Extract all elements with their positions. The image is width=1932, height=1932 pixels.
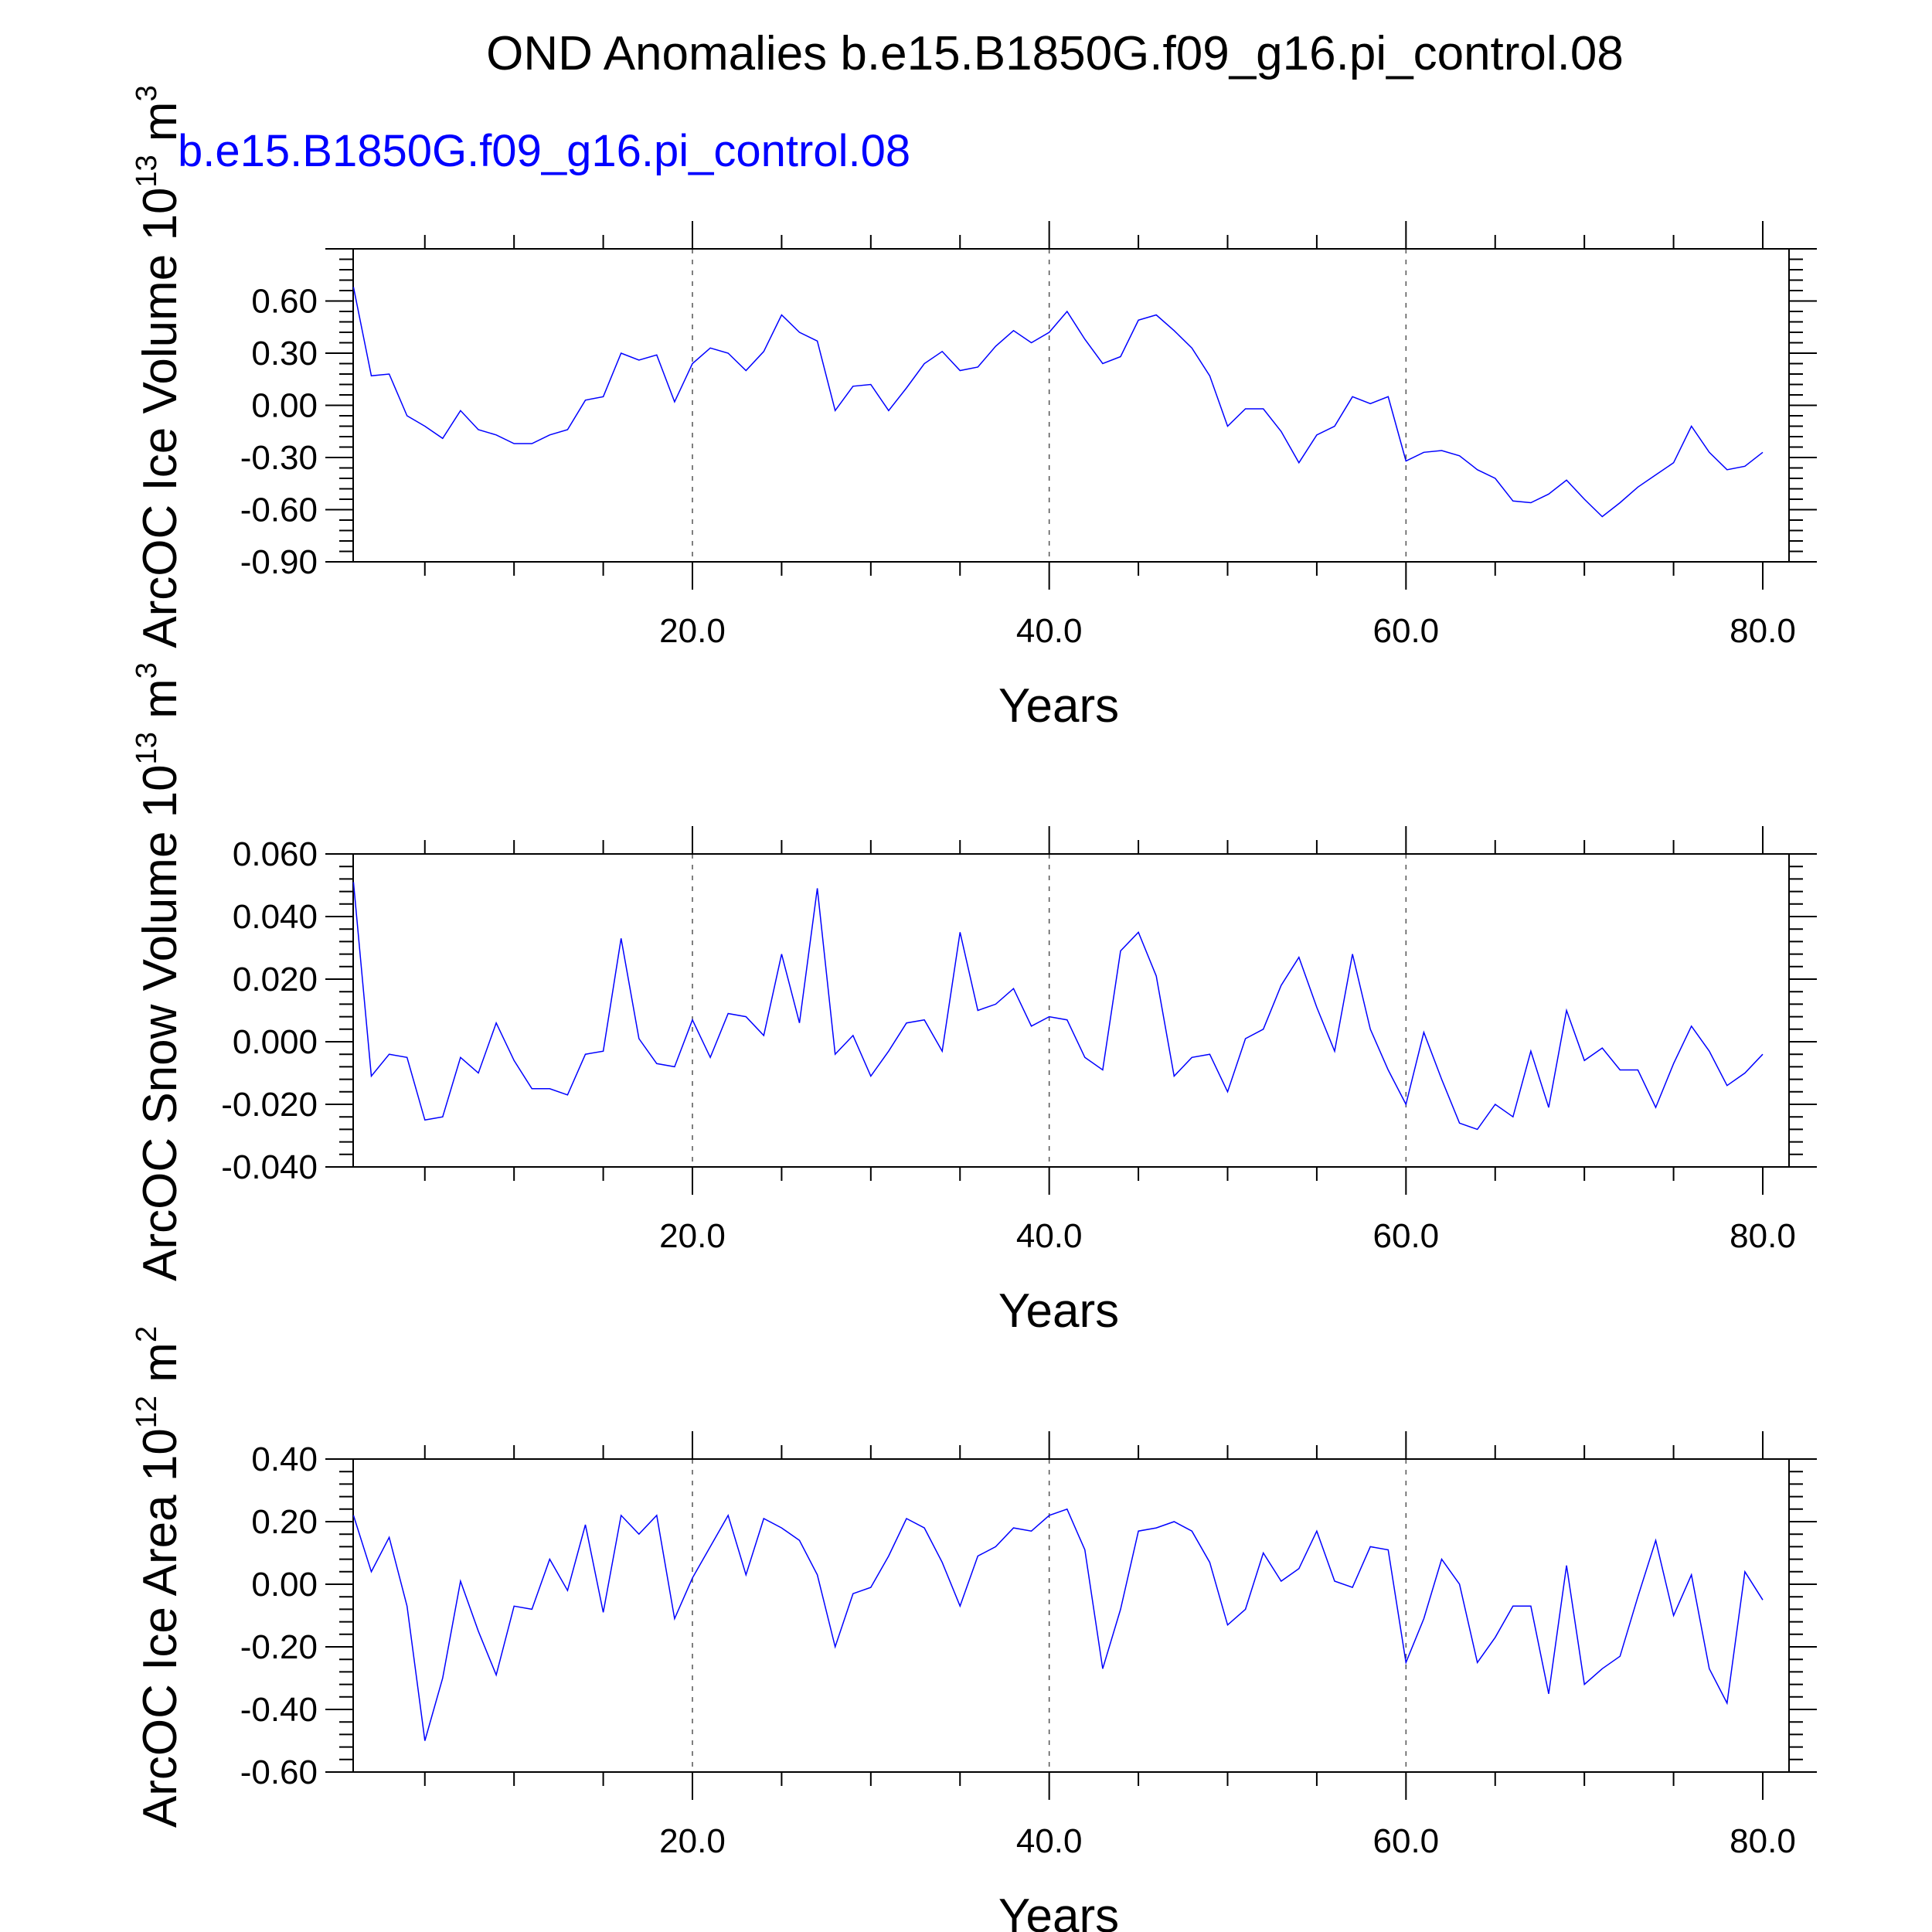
plot-frame <box>352 248 1790 563</box>
y-tick-label: 0.00 <box>251 387 318 425</box>
x-tick-label: 60.0 <box>1373 1822 1440 1860</box>
x-tick-label: 80.0 <box>1730 612 1796 650</box>
y-tick-label: 0.040 <box>233 898 318 936</box>
y-tick-label: 0.000 <box>233 1023 318 1061</box>
y-tick-label: -0.60 <box>240 492 318 529</box>
series-line <box>352 882 1764 1131</box>
y-tick-label: -0.20 <box>240 1628 318 1666</box>
figure-title: OND Anomalies b.e15.B1850G.f09_g16.pi_co… <box>486 27 1624 80</box>
plot-frame <box>352 853 1790 1168</box>
x-tick-label: 20.0 <box>659 1822 726 1860</box>
y-tick-label: 0.40 <box>251 1440 318 1478</box>
y-tick-label: -0.020 <box>221 1086 318 1124</box>
y-axis-title: ArcOC Ice Volume 1013 m3 <box>131 85 187 648</box>
x-axis-title: Years <box>998 1889 1119 1932</box>
y-tick-label: -0.30 <box>240 439 318 477</box>
x-tick-label: 80.0 <box>1730 1217 1796 1255</box>
y-tick-label: 0.20 <box>251 1503 318 1541</box>
x-tick-label: 20.0 <box>659 1217 726 1255</box>
case-label: b.e15.B1850G.f09_g16.pi_control.08 <box>178 126 910 176</box>
plot-frame <box>352 1458 1790 1773</box>
y-axis-title: ArcOC Snow Volume 1013 m3 <box>131 662 187 1281</box>
x-tick-label: 60.0 <box>1373 1217 1440 1255</box>
x-tick-label: 40.0 <box>1016 612 1083 650</box>
y-tick-label: -0.60 <box>240 1753 318 1791</box>
x-axis-title: Years <box>998 679 1119 733</box>
x-tick-label: 80.0 <box>1730 1822 1796 1860</box>
x-tick-label: 60.0 <box>1373 612 1440 650</box>
y-tick-label: 0.020 <box>233 961 318 998</box>
y-tick-label: -0.90 <box>240 543 318 581</box>
y-tick-label: -0.40 <box>240 1691 318 1729</box>
chart-panel-1: -0.90 -0.60 -0.30 0.00 0.30 0.60 20.0 40.0 60.0 8… <box>131 85 1817 733</box>
x-tick-label: 40.0 <box>1016 1217 1083 1255</box>
y-axis-title: ArcOC Ice Area 1012 m2 <box>131 1326 187 1828</box>
chart-panel-2: -0.040 -0.020 0.000 0.020 0.040 0.060 20.0 40.0… <box>131 662 1817 1338</box>
y-tick-label: 0.00 <box>251 1566 318 1604</box>
x-axis-title: Years <box>998 1284 1119 1338</box>
x-tick-label: 40.0 <box>1016 1822 1083 1860</box>
series-line <box>352 287 1764 518</box>
series-line <box>352 1508 1764 1741</box>
chart-panel-3: -0.60 -0.40 -0.20 0.00 0.20 0.40 20.0 40.0 60.0 8… <box>131 1326 1817 1932</box>
panels: -0.90 -0.60 -0.30 0.00 0.30 0.60 20.0 40.0 60.0 8… <box>131 85 1817 1932</box>
y-tick-label: -0.040 <box>221 1148 318 1186</box>
y-tick-label: 0.060 <box>233 835 318 873</box>
y-tick-label: 0.30 <box>251 335 318 372</box>
y-tick-label: 0.60 <box>251 283 318 321</box>
x-tick-label: 20.0 <box>659 612 726 650</box>
